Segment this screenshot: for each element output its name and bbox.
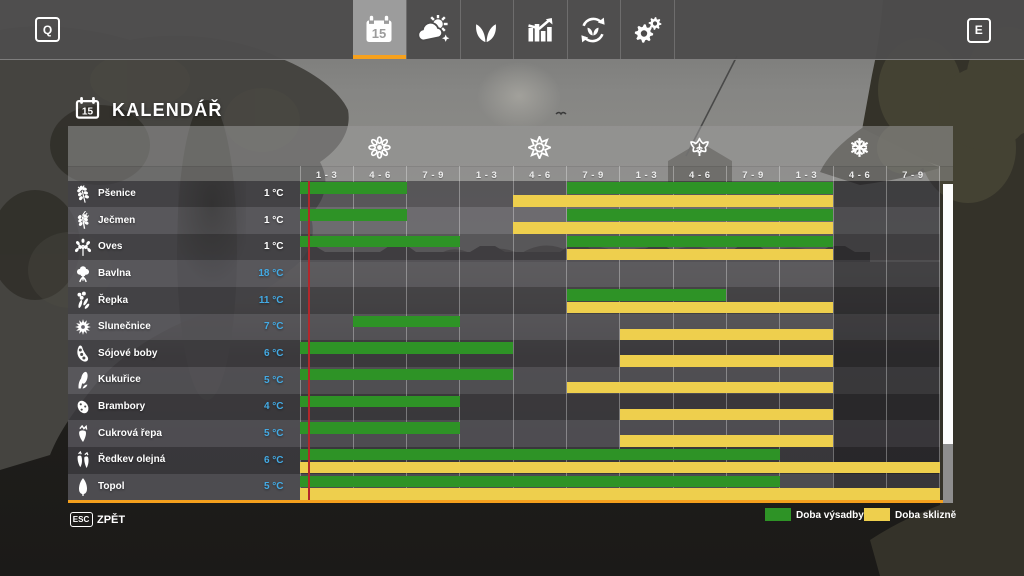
svg-text:15: 15 — [372, 26, 386, 41]
svg-text:15: 15 — [82, 106, 94, 117]
